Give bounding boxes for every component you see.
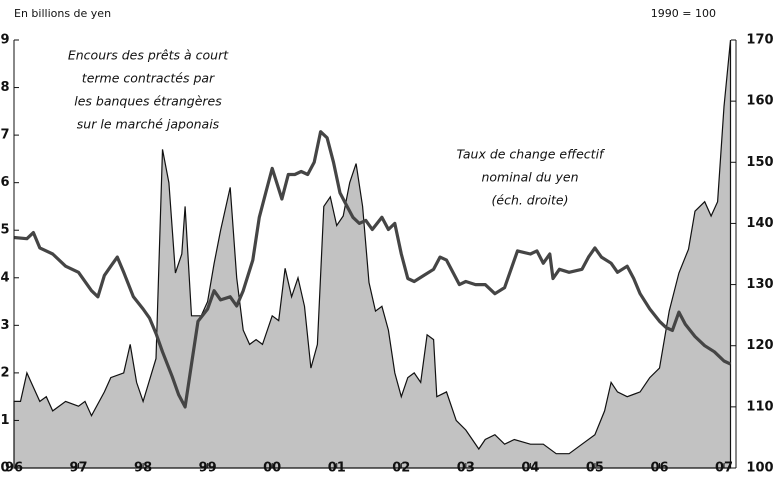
- annotation: Taux de change effectif: [457, 147, 605, 162]
- y2-tick-label: 110: [746, 399, 773, 414]
- x-tick-label: 05: [586, 461, 604, 474]
- x-tick-label: 02: [392, 461, 410, 474]
- x-tick-label: 00: [263, 461, 281, 474]
- y-tick-label: 2: [0, 365, 9, 380]
- annotation: (éch. droite): [492, 193, 569, 208]
- y2-axis-label: 1990 = 100: [651, 7, 716, 20]
- annotation: nominal du yen: [481, 170, 578, 185]
- y-tick-label: 3: [0, 318, 9, 333]
- y-tick-label: 6: [0, 175, 9, 190]
- y-tick-label: 4: [0, 270, 9, 285]
- x-tick-label: 99: [199, 461, 217, 474]
- x-tick-label: 96: [5, 461, 23, 474]
- annotation: Encours des prêts à court: [68, 48, 229, 63]
- y-tick-label: 0: [0, 461, 9, 474]
- x-tick-label: 98: [134, 461, 152, 474]
- x-tick-label: 04: [521, 461, 539, 474]
- x-tick-label: 06: [650, 461, 668, 474]
- x-tick-label: 07: [715, 461, 733, 474]
- y-tick-label: 5: [0, 223, 9, 238]
- x-tick-label: 03: [457, 461, 475, 474]
- x-tick-label: 01: [328, 461, 346, 474]
- annotation: terme contractés par: [82, 71, 215, 86]
- y2-tick-label: 170: [746, 33, 773, 48]
- y2-tick-label: 120: [746, 338, 773, 353]
- y-tick-label: 1: [0, 413, 9, 428]
- y2-tick-label: 150: [746, 155, 773, 170]
- line: [13, 130, 732, 409]
- annotation: sur le marché japonais: [77, 117, 220, 132]
- y2-tick-label: 100: [746, 461, 773, 474]
- y2-tick-label: 160: [746, 94, 773, 109]
- y-tick-label: 7: [0, 128, 9, 143]
- y-tick-label: 9: [0, 33, 9, 48]
- x-tick-label: 97: [70, 461, 88, 474]
- y-tick-label: 8: [0, 80, 9, 95]
- y2-tick-label: 140: [746, 216, 773, 231]
- y-axis-label: En billions de yen: [14, 7, 111, 20]
- annotation: les banques étrangères: [74, 94, 222, 109]
- y2-tick-label: 130: [746, 277, 773, 292]
